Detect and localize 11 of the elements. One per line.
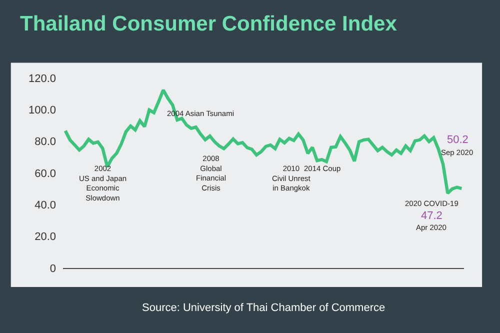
source-note: Source: University of Thai Chamber of Commerce bbox=[142, 302, 386, 314]
y-tick-label: 100.0 bbox=[28, 104, 56, 117]
annotation: 47.2 bbox=[421, 210, 442, 222]
y-tick-label: 40.0 bbox=[34, 200, 56, 212]
y-tick-label: 0 bbox=[50, 262, 56, 275]
y-tick-label: 80.0 bbox=[34, 136, 56, 148]
y-tick-label: 20.0 bbox=[34, 231, 56, 244]
chart-title: Thailand Consumer Confidence Index bbox=[20, 12, 398, 36]
annotation: 50.2 bbox=[447, 134, 468, 146]
y-tick-label: 60.0 bbox=[34, 168, 56, 180]
y-tick-label: 120.0 bbox=[28, 72, 56, 85]
